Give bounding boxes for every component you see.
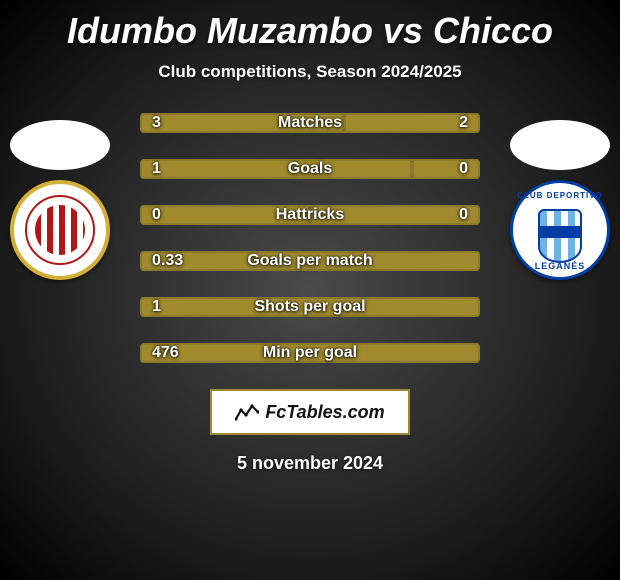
stat-value-right: 0 (459, 199, 468, 231)
brand-logo-icon (235, 402, 259, 422)
stat-value-right: 2 (459, 107, 468, 139)
player-left (10, 120, 110, 280)
stat-label: Matches (140, 107, 480, 139)
stat-row: 0Hattricks0 (140, 199, 480, 231)
crest-bottom-text: LEGANÉS (513, 261, 607, 271)
stats-panel: 3Matches21Goals00Hattricks00.33Goals per… (140, 107, 480, 369)
club-crest-left-icon (10, 180, 110, 280)
stat-label: Goals per match (140, 245, 480, 277)
stat-value-right: 0 (459, 153, 468, 185)
player-silhouette-icon (510, 120, 610, 170)
club-crest-right-icon: CLUB DEPORTIVO LEGANÉS (510, 180, 610, 280)
page-subtitle: Club competitions, Season 2024/2025 (0, 62, 620, 82)
crest-top-text: CLUB DEPORTIVO (513, 191, 607, 200)
stat-label: Shots per goal (140, 291, 480, 323)
player-silhouette-icon (10, 120, 110, 170)
stat-row: 1Goals0 (140, 153, 480, 185)
stat-label: Min per goal (140, 337, 480, 369)
stat-row: 0.33Goals per match (140, 245, 480, 277)
player-right: CLUB DEPORTIVO LEGANÉS (510, 120, 610, 280)
page-date: 5 november 2024 (0, 453, 620, 474)
stat-label: Goals (140, 153, 480, 185)
stat-row: 476Min per goal (140, 337, 480, 369)
stat-label: Hattricks (140, 199, 480, 231)
stat-row: 3Matches2 (140, 107, 480, 139)
stat-row: 1Shots per goal (140, 291, 480, 323)
brand-text: FcTables.com (265, 402, 384, 423)
page-title: Idumbo Muzambo vs Chicco (0, 10, 620, 52)
crest-shield-icon (538, 209, 582, 263)
brand-box[interactable]: FcTables.com (210, 389, 410, 435)
